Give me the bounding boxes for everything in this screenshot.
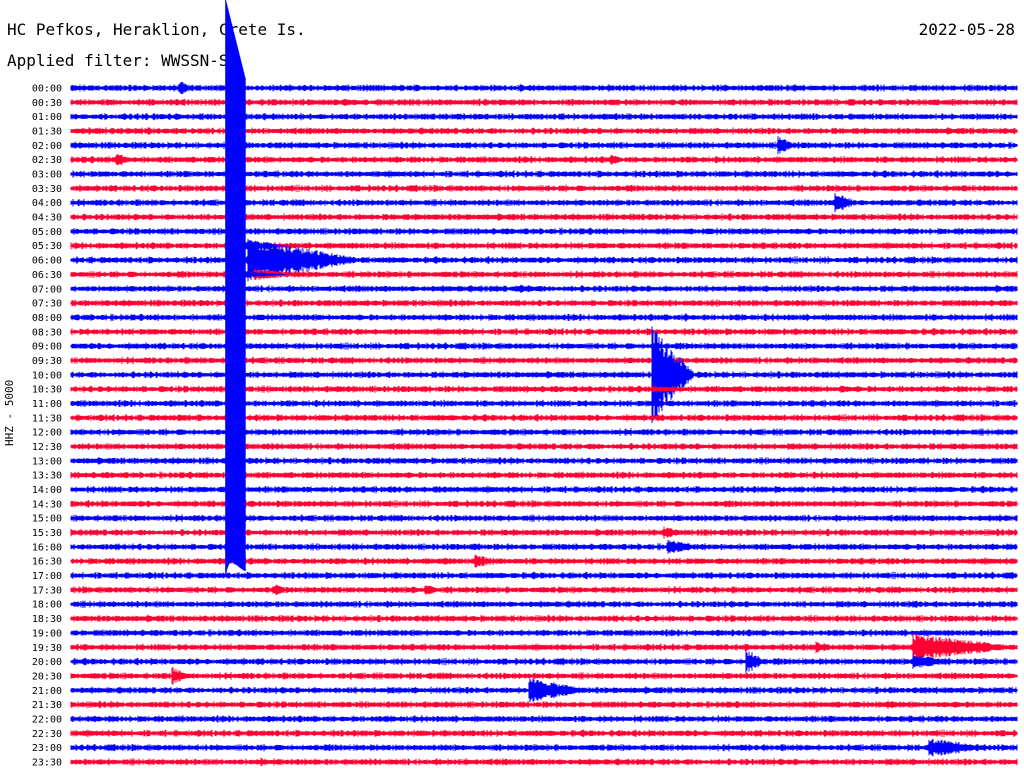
row-time-label: 20:30 bbox=[32, 671, 62, 682]
row-time-label: 03:00 bbox=[32, 170, 62, 181]
row-time-label: 14:00 bbox=[32, 485, 62, 496]
row-time-label: 06:00 bbox=[32, 256, 62, 267]
row-time-label: 02:30 bbox=[32, 155, 62, 166]
row-time-label: 13:30 bbox=[32, 471, 62, 482]
row-time-label: 19:30 bbox=[32, 643, 62, 654]
row-time-label: 08:00 bbox=[32, 313, 62, 324]
row-time-label: 18:30 bbox=[32, 614, 62, 625]
row-time-label: 08:30 bbox=[32, 327, 62, 338]
row-time-label: 21:30 bbox=[32, 700, 62, 711]
row-time-label: 09:30 bbox=[32, 356, 62, 367]
row-time-label: 15:00 bbox=[32, 514, 62, 525]
row-time-label: 19:00 bbox=[32, 628, 62, 639]
row-time-label: 22:00 bbox=[32, 714, 62, 725]
row-time-label: 04:00 bbox=[32, 198, 62, 209]
row-time-label: 16:00 bbox=[32, 542, 62, 553]
row-time-label: 05:30 bbox=[32, 241, 62, 252]
filter-label: Applied filter: WWSSN-SP bbox=[7, 51, 239, 70]
row-time-label: 15:30 bbox=[32, 528, 62, 539]
row-time-label: 06:30 bbox=[32, 270, 62, 281]
main-earthquake-trace bbox=[225, 0, 246, 576]
row-time-label: 17:00 bbox=[32, 571, 62, 582]
row-time-label: 12:00 bbox=[32, 428, 62, 439]
row-time-label: 14:30 bbox=[32, 499, 62, 510]
row-time-label: 20:00 bbox=[32, 657, 62, 668]
row-time-label: 13:00 bbox=[32, 456, 62, 467]
row-time-label: 11:30 bbox=[32, 413, 62, 424]
main-earthquake-coda bbox=[228, 238, 289, 254]
row-time-label: 10:00 bbox=[32, 370, 62, 381]
row-time-label: 02:00 bbox=[32, 141, 62, 152]
row-time-label: 05:00 bbox=[32, 227, 62, 238]
row-time-label: 16:30 bbox=[32, 557, 62, 568]
row-time-label: 18:00 bbox=[32, 600, 62, 611]
row-time-label: 00:00 bbox=[32, 84, 62, 95]
row-time-label: 21:00 bbox=[32, 686, 62, 697]
row-time-label: 01:00 bbox=[32, 112, 62, 123]
date-label: 2022-05-28 bbox=[918, 20, 1015, 39]
row-time-label: 12:30 bbox=[32, 442, 62, 453]
row-time-label: 07:30 bbox=[32, 299, 62, 310]
row-time-label: 04:30 bbox=[32, 213, 62, 224]
row-time-label: 00:30 bbox=[32, 98, 62, 109]
row-time-label: 10:30 bbox=[32, 385, 62, 396]
row-time-label: 07:00 bbox=[32, 284, 62, 295]
row-time-label: 09:00 bbox=[32, 342, 62, 353]
main-earthquake-coda bbox=[228, 253, 289, 267]
row-time-label: 23:30 bbox=[32, 757, 62, 768]
main-earthquake-coda bbox=[228, 269, 289, 280]
row-time-label: 11:00 bbox=[32, 399, 62, 410]
row-time-label: 23:00 bbox=[32, 743, 62, 754]
row-time-label: 01:30 bbox=[32, 127, 62, 138]
row-time-label: 17:30 bbox=[32, 585, 62, 596]
row-time-label: 03:30 bbox=[32, 184, 62, 195]
row-time-label: 22:30 bbox=[32, 729, 62, 740]
